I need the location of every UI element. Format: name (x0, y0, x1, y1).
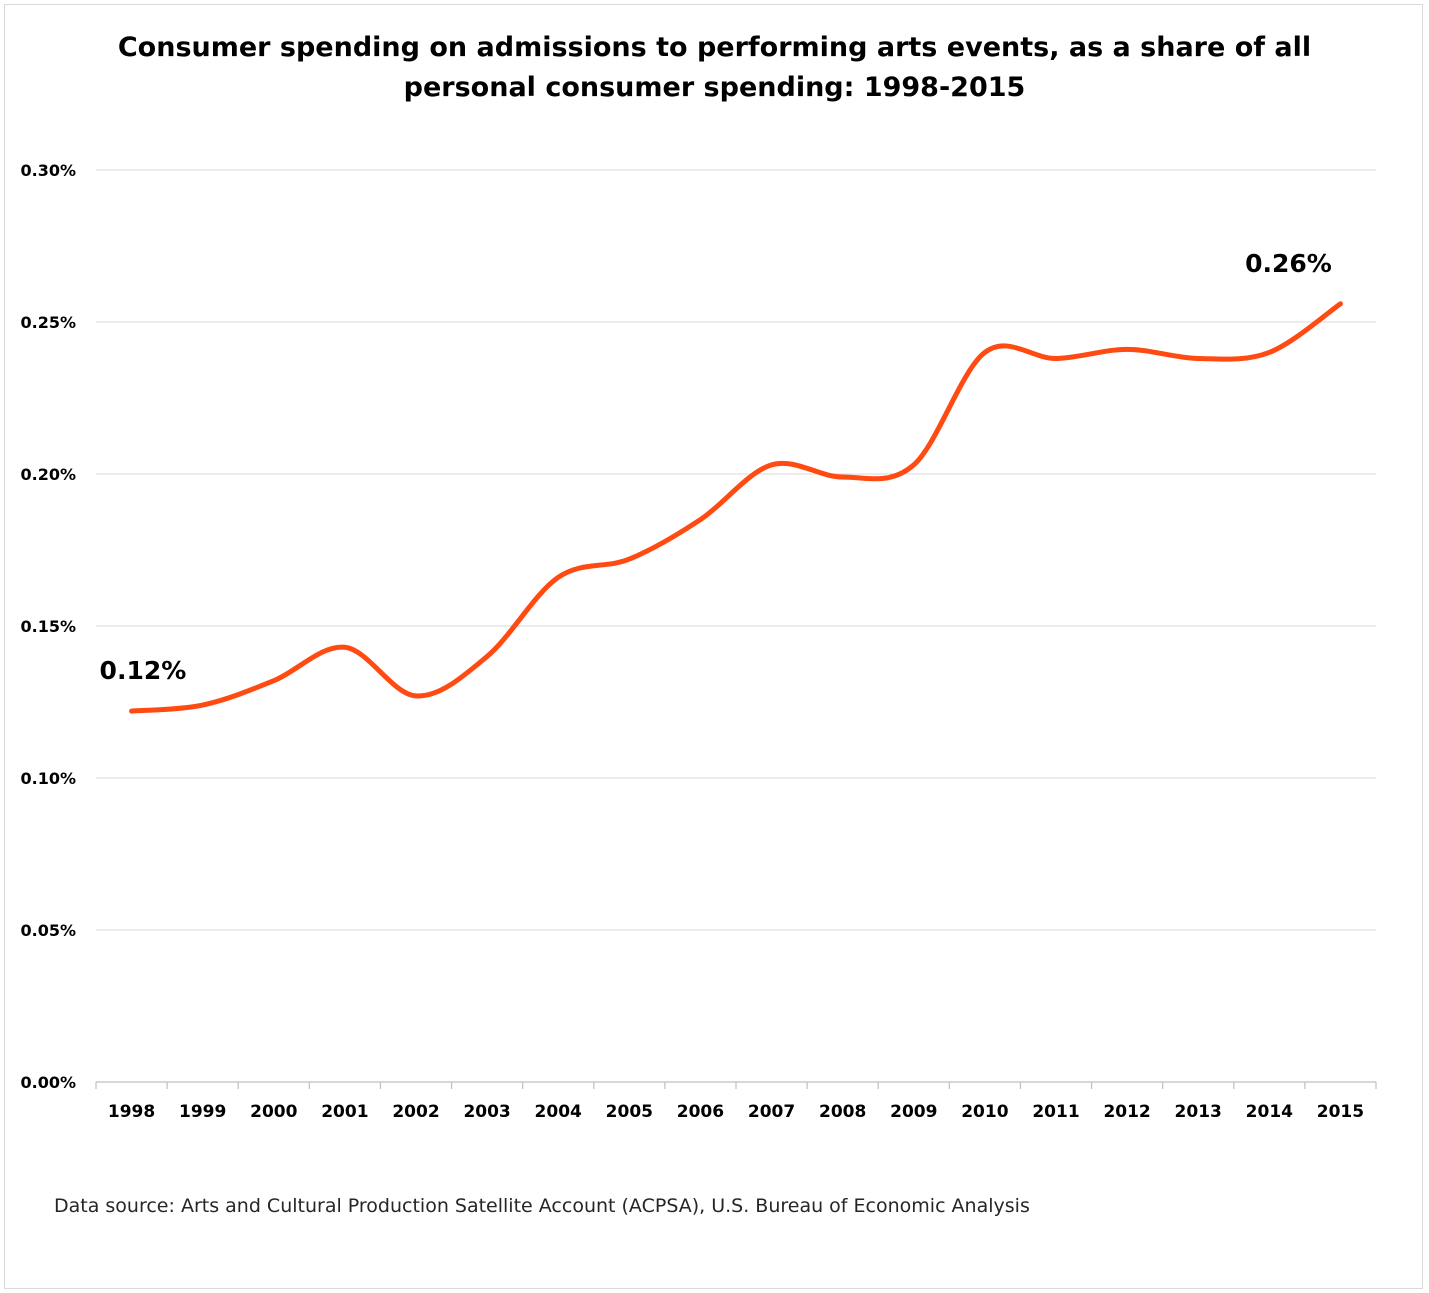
y-tick-label: 0.30% (20, 161, 76, 180)
x-tick-label: 2005 (606, 1102, 653, 1122)
series-line-0 (129, 301, 1343, 714)
x-tick-label: 2002 (392, 1102, 439, 1122)
x-tick-label: 2013 (1175, 1102, 1222, 1122)
chart-title-line-1: Consumer spending on admissions to perfo… (117, 32, 1312, 63)
y-tick-label: 0.00% (20, 1073, 76, 1092)
x-tick-label: 2012 (1103, 1102, 1150, 1122)
x-tick-label: 2006 (677, 1102, 724, 1122)
x-tick-label: 1999 (179, 1102, 226, 1122)
annotations: 0.12% 0.26% (100, 249, 1332, 685)
x-tick-label: 2011 (1032, 1102, 1079, 1122)
x-tick-label: 2010 (961, 1102, 1008, 1122)
chart-title-line-2: personal consumer spending: 1998-2015 (403, 72, 1026, 103)
gridlines (96, 169, 1376, 931)
y-axis-ticks: 0.00% 0.05% 0.10% 0.15% 0.20% 0.25% 0.30% (20, 161, 76, 1092)
x-tick-label: 2000 (250, 1102, 297, 1122)
x-tick-label: 2007 (748, 1102, 795, 1122)
y-tick-label: 0.10% (20, 769, 76, 788)
x-tick-label: 2009 (890, 1102, 937, 1122)
x-tick-label: 2004 (535, 1102, 582, 1122)
x-tick-label: 2001 (321, 1102, 368, 1122)
x-tick-label: 2003 (463, 1102, 510, 1122)
y-tick-label: 0.25% (20, 313, 76, 332)
data-label: 0.12% (100, 656, 187, 685)
x-tick-label: 2014 (1246, 1102, 1293, 1122)
chart-frame (4, 4, 1423, 1289)
data-source-note: Data source: Arts and Cultural Productio… (54, 1195, 1030, 1217)
series-lines (129, 301, 1343, 714)
data-label: 0.26% (1245, 249, 1332, 278)
y-tick-label: 0.05% (20, 921, 76, 940)
x-tick-label: 2015 (1317, 1102, 1364, 1122)
x-tick-label: 1998 (108, 1102, 155, 1122)
chart-title: Consumer spending on admissions to perfo… (0, 28, 1429, 108)
x-axis: 1998 1999 2000 2001 2002 2003 2004 2005 2006 2007… (95, 1081, 1377, 1122)
y-tick-label: 0.15% (20, 617, 76, 636)
y-tick-label: 0.20% (20, 465, 76, 484)
x-tick-label: 2008 (819, 1102, 866, 1122)
